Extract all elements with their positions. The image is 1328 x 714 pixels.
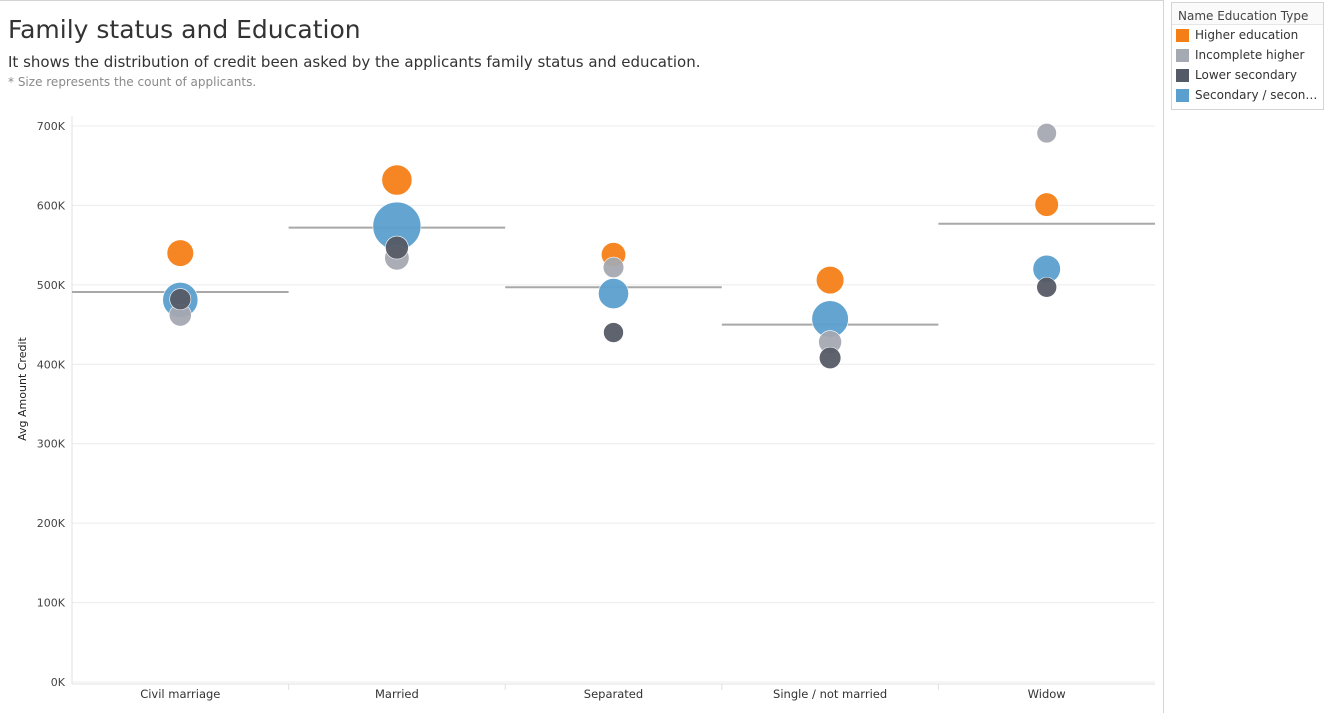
legend-item-incomplete-higher[interactable]: Incomplete higher	[1172, 45, 1323, 65]
legend-item-higher-education[interactable]: Higher education	[1172, 25, 1323, 45]
y-tick-label: 700K	[37, 120, 66, 133]
y-tick-label: 400K	[37, 358, 66, 371]
legend-item-lower-secondary[interactable]: Lower secondary	[1172, 65, 1323, 85]
scatter-chart[interactable]: 0K 100K 200K 300K 400K 500K 600K 700K Civil marr…	[0, 1, 1164, 714]
legend-title: Name Education Type	[1172, 3, 1323, 25]
bubble-point	[381, 164, 413, 196]
x-tick-label: Single / not married	[773, 687, 887, 701]
legend-label: Incomplete higher	[1195, 48, 1305, 62]
legend-swatch	[1176, 48, 1189, 62]
y-tick-label: 300K	[37, 438, 66, 451]
y-tick-label: 200K	[37, 517, 66, 530]
legend-label: Secondary / seconda..	[1195, 88, 1323, 102]
legend-label: Higher education	[1195, 28, 1299, 42]
bubble-point	[1036, 276, 1057, 298]
dashboard: Family status and Education It shows the…	[0, 0, 1164, 713]
legend-swatch	[1176, 88, 1189, 102]
x-tick-label: Civil marriage	[140, 687, 220, 701]
legend-item-secondary[interactable]: Secondary / seconda..	[1172, 85, 1323, 105]
legend-swatch	[1176, 68, 1189, 82]
legend-swatch	[1176, 28, 1189, 42]
x-tick-label: Separated	[584, 687, 643, 701]
bubble-point	[166, 239, 194, 267]
y-axis-title: Avg Amount Credit	[16, 336, 29, 440]
bubble-point	[602, 256, 625, 278]
x-tick-label: Married	[375, 687, 419, 701]
y-tick-label: 0K	[51, 676, 66, 689]
bubble-point	[169, 288, 192, 311]
x-tick-label: Widow	[1028, 687, 1066, 701]
bubble-point	[1034, 192, 1059, 217]
chart-title: Family status and Education	[8, 15, 361, 44]
bubble-point	[603, 322, 624, 343]
y-tick-label: 500K	[37, 279, 66, 292]
bubble-point	[1036, 123, 1057, 144]
bubble-point	[818, 346, 842, 370]
bubble-point	[598, 278, 629, 309]
size-note: * Size represents the count of applicant…	[8, 75, 257, 89]
y-tick-label: 600K	[37, 199, 66, 212]
bubble-point	[815, 265, 845, 295]
chart-subtitle: It shows the distribution of credit been…	[8, 53, 701, 71]
legend-label: Lower secondary	[1195, 68, 1297, 82]
legend: Name Education Type Higher education Inc…	[1171, 2, 1324, 110]
y-tick-label: 100K	[37, 597, 66, 610]
bubble-point	[385, 235, 409, 260]
